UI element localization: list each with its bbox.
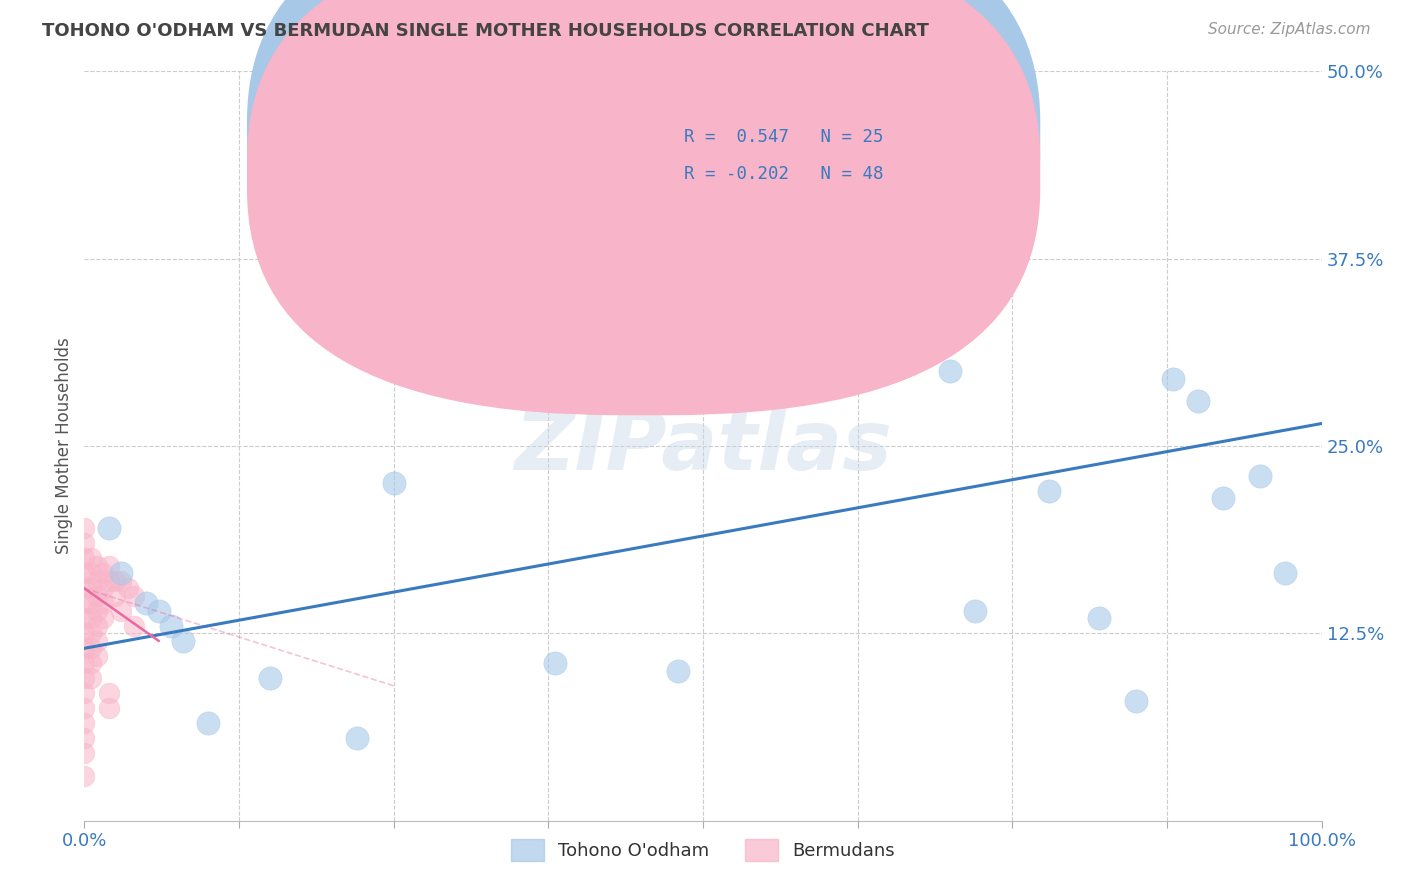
Point [73, 626, 96, 640]
Point [79, 551, 101, 566]
Point [1125, 694, 1147, 708]
Point [104, 589, 127, 603]
Point [122, 619, 145, 633]
Point [1212, 491, 1234, 506]
Point [91, 596, 114, 610]
Point [86, 604, 108, 618]
Point [1274, 566, 1296, 581]
Point [148, 604, 170, 618]
Point [73, 671, 96, 685]
FancyBboxPatch shape [247, 0, 1039, 415]
Point [754, 95, 776, 109]
Point [346, 731, 368, 746]
Point [79, 641, 101, 656]
Point [73, 611, 96, 625]
Point [666, 664, 689, 678]
Point [79, 566, 101, 581]
Point [73, 582, 96, 596]
Point [877, 259, 900, 273]
Point [86, 633, 108, 648]
Point [73, 686, 96, 700]
Point [98, 701, 121, 715]
Point [86, 648, 108, 663]
Point [73, 731, 96, 746]
Point [86, 589, 108, 603]
Point [98, 574, 121, 588]
Point [79, 582, 101, 596]
Point [86, 619, 108, 633]
Point [73, 566, 96, 581]
Point [86, 574, 108, 588]
Point [73, 551, 96, 566]
Point [73, 716, 96, 731]
Point [104, 574, 127, 588]
Y-axis label: Single Mother Households: Single Mother Households [55, 338, 73, 554]
Point [382, 476, 405, 491]
Point [117, 582, 139, 596]
Point [91, 582, 114, 596]
Point [98, 521, 121, 535]
Point [79, 671, 101, 685]
Point [110, 574, 132, 588]
Point [160, 619, 183, 633]
Point [197, 716, 219, 731]
Text: R = -0.202   N = 48: R = -0.202 N = 48 [685, 165, 884, 183]
Point [91, 611, 114, 625]
Point [1161, 371, 1184, 385]
Legend: Tohono O'odham, Bermudans: Tohono O'odham, Bermudans [501, 828, 905, 871]
Point [73, 657, 96, 671]
Point [259, 671, 281, 685]
Point [73, 769, 96, 783]
Point [79, 611, 101, 625]
Point [73, 536, 96, 550]
FancyBboxPatch shape [592, 102, 889, 206]
Point [1187, 394, 1209, 409]
Point [110, 604, 132, 618]
Point [73, 746, 96, 760]
Point [110, 566, 132, 581]
Point [86, 558, 108, 573]
Point [73, 701, 96, 715]
Point [122, 589, 145, 603]
Point [965, 604, 987, 618]
Point [91, 566, 114, 581]
Point [841, 364, 863, 378]
Point [543, 657, 565, 671]
Point [98, 558, 121, 573]
Point [939, 364, 962, 378]
Point [79, 596, 101, 610]
Point [79, 657, 101, 671]
Point [79, 626, 101, 640]
FancyBboxPatch shape [247, 0, 1039, 377]
Point [98, 686, 121, 700]
Point [172, 633, 194, 648]
Text: TOHONO O'ODHAM VS BERMUDAN SINGLE MOTHER HOUSEHOLDS CORRELATION CHART: TOHONO O'ODHAM VS BERMUDAN SINGLE MOTHER… [42, 22, 929, 40]
Point [73, 596, 96, 610]
Point [73, 521, 96, 535]
Point [1038, 483, 1060, 498]
Point [135, 596, 157, 610]
Text: R =  0.547   N = 25: R = 0.547 N = 25 [685, 128, 884, 145]
Point [73, 641, 96, 656]
Point [1249, 469, 1271, 483]
Text: Source: ZipAtlas.com: Source: ZipAtlas.com [1208, 22, 1371, 37]
Point [1088, 611, 1111, 625]
Text: ZIPatlas: ZIPatlas [515, 406, 891, 486]
